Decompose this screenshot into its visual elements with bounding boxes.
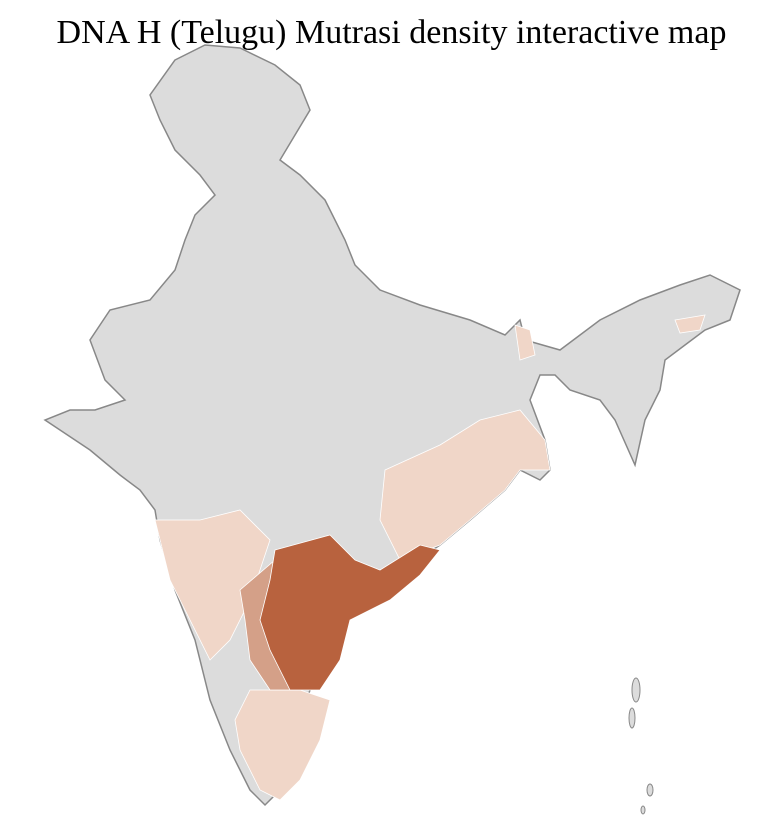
island <box>628 707 636 729</box>
island <box>646 783 654 797</box>
region-high <box>259 534 441 691</box>
region-low <box>234 689 331 801</box>
region-low <box>514 324 536 361</box>
density-regions <box>154 314 706 801</box>
region-low <box>154 509 271 661</box>
island <box>640 805 646 815</box>
region-low <box>674 314 706 334</box>
islands <box>628 677 654 815</box>
map-title: DNA H (Telugu) Mutrasi density interacti… <box>56 14 727 51</box>
island <box>631 677 641 703</box>
